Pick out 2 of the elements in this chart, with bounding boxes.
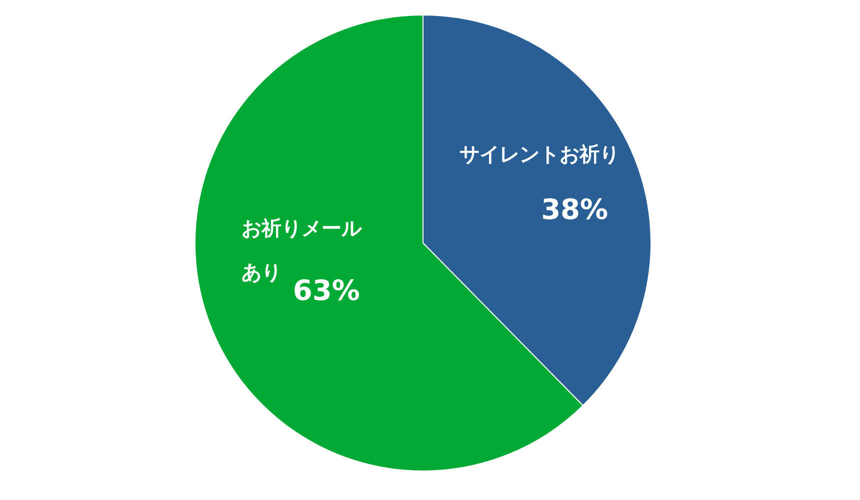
data-label: 38% <box>541 193 608 226</box>
slice-label: サイレントお祈り <box>460 142 620 166</box>
